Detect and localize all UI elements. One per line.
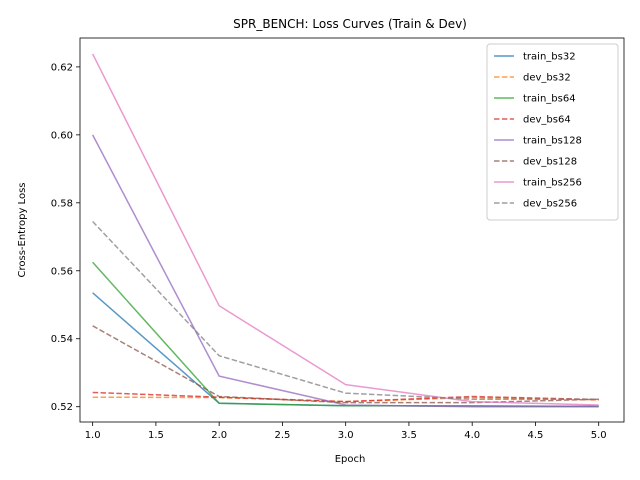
series-line-dev-bs64	[92, 391, 599, 403]
legend-label: dev_bs256	[523, 199, 577, 210]
y-tick-label: 0.62	[51, 62, 73, 73]
legend-label: dev_bs128	[523, 157, 577, 168]
series-line-dev-bs256	[92, 220, 599, 400]
x-tick-label: 3.0	[338, 430, 354, 441]
chart-title: SPR_BENCH: Loss Curves (Train & Dev)	[233, 17, 467, 31]
legend-label: dev_bs32	[523, 73, 571, 84]
series-lines	[91, 53, 599, 408]
x-tick-label: 5.0	[591, 430, 607, 441]
y-tick-label: 0.56	[51, 266, 73, 277]
x-tick-label: 1.0	[85, 430, 101, 441]
x-tick-label: 1.5	[148, 430, 164, 441]
x-axis-ticks: 1.0 1.5 2.0 2.5 3.0 3.5 4.0 4.5 5.0	[85, 422, 607, 441]
y-axis-label: Cross-Entropy Loss	[17, 183, 28, 278]
series-line-train-bs128	[91, 134, 599, 408]
legend-label: train_bs32	[523, 52, 576, 63]
y-tick-label: 0.60	[51, 130, 73, 141]
x-tick-label: 2.5	[274, 430, 290, 441]
series-line-dev-bs128	[92, 325, 599, 404]
y-tick-label: 0.52	[51, 402, 73, 413]
x-tick-label: 4.5	[527, 430, 543, 441]
legend-label: train_bs64	[523, 94, 576, 105]
x-tick-label: 4.0	[464, 430, 480, 441]
y-tick-label: 0.58	[51, 198, 73, 209]
y-tick-label: 0.54	[51, 334, 73, 345]
legend-label: dev_bs64	[523, 115, 571, 126]
plot-frame	[79, 37, 625, 423]
legend-label: train_bs128	[523, 136, 582, 147]
x-tick-label: 2.0	[211, 430, 227, 441]
series-line-train-bs256	[91, 53, 599, 406]
x-tick-label: 3.5	[401, 430, 417, 441]
y-axis-ticks: 0.52 0.54 0.56 0.58 0.60 0.62	[51, 62, 80, 413]
x-axis-label: Epoch	[335, 454, 366, 465]
legend-label: train_bs256	[523, 178, 582, 189]
legend-frame	[486, 43, 619, 221]
legend: train_bs32 dev_bs32 train_bs64 dev_bs64trai…	[486, 43, 619, 221]
